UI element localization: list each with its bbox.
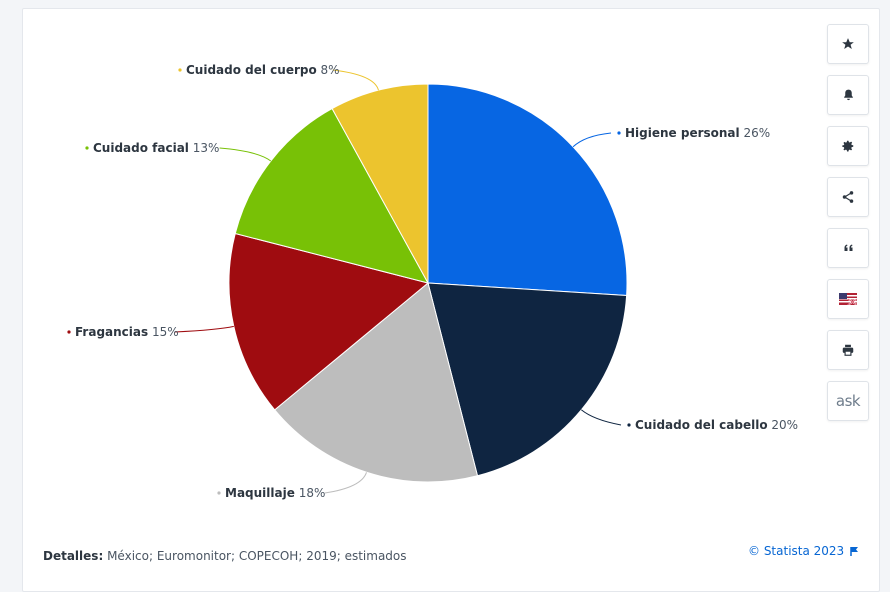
connector-line [572, 132, 612, 148]
toolbar: ask [827, 24, 869, 432]
data-label: Maquillaje 18% [225, 486, 325, 500]
connector-line [219, 147, 272, 162]
quote-icon [844, 244, 852, 251]
details-label: Detalles: [43, 549, 104, 563]
connector-line [332, 69, 379, 91]
cite-button[interactable] [827, 228, 869, 268]
data-label: Cuidado facial 13% [93, 141, 219, 155]
ask-button[interactable]: ask [827, 381, 869, 421]
favorite-button[interactable] [827, 24, 869, 64]
connector-line [324, 472, 367, 494]
share-button[interactable] [827, 177, 869, 217]
label-bullet [67, 330, 71, 334]
label-bullet [85, 146, 89, 150]
details-text: México; Euromonitor; COPECOH; 2019; esti… [107, 549, 407, 563]
print-icon [842, 344, 854, 356]
statista-credit-link[interactable]: © Statista 2023 [748, 544, 859, 558]
flag-icon [839, 293, 857, 305]
data-label: Cuidado del cuerpo 8% [186, 63, 340, 77]
notification-button[interactable] [827, 75, 869, 115]
data-label: Fragancias 15% [75, 325, 179, 339]
label-bullet [178, 68, 182, 72]
credit-text: © Statista 2023 [748, 544, 845, 558]
pie-slice-maquillaje[interactable] [273, 282, 479, 483]
pie-slice-cuidado-del-cuerpo[interactable] [331, 83, 429, 284]
share-icon [842, 191, 854, 203]
flag-small-icon [850, 547, 859, 556]
settings-button[interactable] [827, 126, 869, 166]
data-label: Higiene personal 26% [625, 126, 770, 140]
ask-icon: ask [835, 392, 861, 410]
connector-line [174, 325, 234, 333]
label-bullet [217, 491, 221, 495]
label-bullet [617, 131, 621, 135]
pie-slice-higiene-personal[interactable] [427, 83, 628, 297]
connector-line [580, 409, 622, 426]
language-button[interactable] [827, 279, 869, 319]
label-bullet [627, 423, 631, 427]
gear-icon [842, 140, 854, 152]
print-button[interactable] [827, 330, 869, 370]
data-label: Cuidado del cabello 20% [635, 418, 798, 432]
star-icon [842, 38, 854, 49]
bell-icon [843, 89, 853, 101]
chart-details: Detalles: México; Euromonitor; COPECOH; … [43, 549, 407, 563]
